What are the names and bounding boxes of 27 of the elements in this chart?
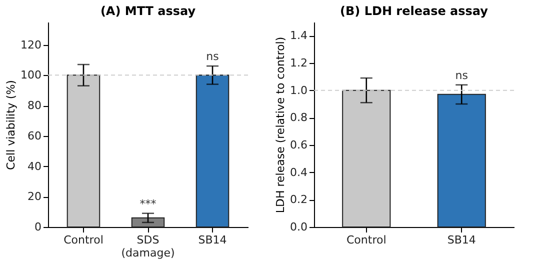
y-tick-label: 1.4: [290, 29, 308, 42]
x-tick-label: SB14: [447, 234, 476, 246]
y-tick-label: 0.8: [290, 111, 308, 124]
y-axis-title: LDH release (relative to control): [274, 36, 288, 214]
y-tick-label: 0: [34, 220, 42, 234]
y-tick-label: 0.4: [290, 166, 308, 179]
y-axis-title: Cell viability (%): [4, 80, 18, 170]
data-label: ***: [140, 197, 157, 210]
y-tick-label: 1.0: [290, 84, 308, 97]
data-label: ns: [455, 68, 468, 82]
data-label: ns: [206, 50, 220, 64]
chart-title: (A) MTT assay: [100, 4, 196, 18]
y-tick-label: 20: [28, 190, 42, 204]
y-tick-label: 60: [28, 129, 42, 142]
y-tick-label: 0.6: [290, 138, 308, 152]
x-tick-label: SDS (damage): [121, 234, 175, 260]
y-tick-label: 120: [20, 38, 42, 52]
y-tick-label: 0.0: [290, 220, 308, 234]
y-tick-label: 80: [28, 99, 42, 112]
chart-title: (B) LDH release assay: [340, 4, 488, 18]
x-tick-label: Control: [346, 234, 386, 246]
y-tick-label: 100: [20, 68, 42, 82]
x-tick-label: Control: [64, 234, 104, 246]
x-tick-label: SB14: [198, 234, 227, 246]
y-tick-label: 40: [28, 160, 42, 173]
y-tick-label: 1.2: [290, 56, 308, 70]
y-tick-label: 0.2: [290, 193, 308, 206]
